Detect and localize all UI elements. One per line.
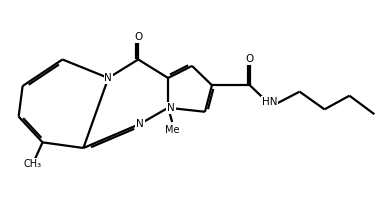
- Text: CH₃: CH₃: [24, 159, 42, 169]
- Text: O: O: [246, 55, 254, 64]
- Text: O: O: [134, 32, 142, 42]
- Text: N: N: [104, 73, 112, 83]
- Text: Me: Me: [165, 125, 179, 135]
- Text: HN: HN: [262, 97, 277, 107]
- Text: N: N: [167, 103, 175, 113]
- Text: N: N: [136, 119, 144, 129]
